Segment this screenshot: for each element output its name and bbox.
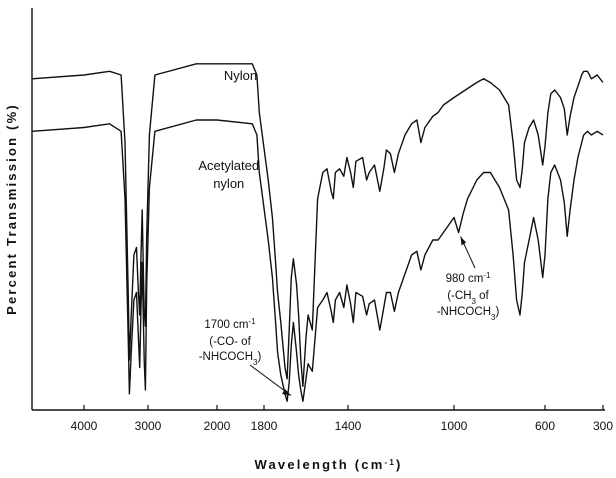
- x-axis-label: Wavelength (cm-1): [254, 457, 402, 472]
- x-tick-label: 300: [593, 419, 613, 433]
- x-tick-label: 1000: [441, 419, 468, 433]
- x-tick-label: 4000: [71, 419, 98, 433]
- annotation-980-line3: -NHCOCH3): [437, 306, 500, 322]
- series-label-nylon: Nylon: [224, 68, 257, 83]
- annotation-980-line1: 980 cm-1: [446, 271, 491, 286]
- annotation-1700-arrowhead: [282, 389, 291, 396]
- annotation-1700: 1700 cm-1 (-CO- of -NHCOCH3): [199, 317, 292, 396]
- annotation-980: 980 cm-1 (-CH3 of -NHCOCH3): [437, 236, 500, 322]
- x-tick-label: 600: [535, 419, 555, 433]
- annotation-1700-line2: (-CO- of: [209, 336, 251, 348]
- y-axis-label: Percent Transmission (%): [4, 103, 19, 315]
- x-axis-ticks: 4000 3000 2000 1800 1400 1000 600 300: [71, 405, 613, 433]
- annotation-980-arrowhead: [460, 236, 467, 246]
- series-label-acetylated-line1: Acetylated: [198, 158, 259, 173]
- annotation-1700-line1: 1700 cm-1: [204, 317, 256, 332]
- annotation-980-line2: (-CH3 of: [447, 290, 489, 306]
- annotation-1700-line3: -NHCOCH3): [199, 351, 262, 367]
- series-line-nylon: [31, 63, 604, 387]
- x-tick-label: 1400: [335, 419, 362, 433]
- series-line-acetylated-nylon: [31, 119, 604, 402]
- spectra: [31, 63, 604, 402]
- series-label-acetylated-line2: nylon: [213, 176, 244, 191]
- x-tick-label: 1800: [251, 419, 278, 433]
- x-tick-label: 2000: [204, 419, 231, 433]
- x-tick-label: 3000: [135, 419, 162, 433]
